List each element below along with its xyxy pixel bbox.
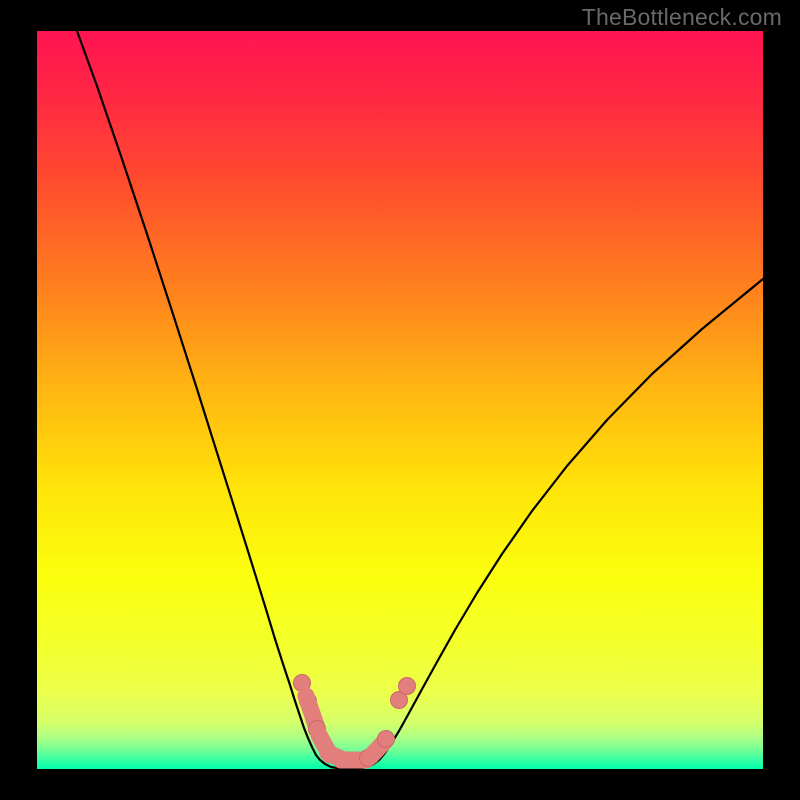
marker-cap: [333, 752, 350, 769]
marker-dot: [378, 731, 395, 748]
marker-dot: [399, 678, 416, 695]
marker-cap: [298, 688, 315, 705]
marker-cap: [363, 748, 380, 765]
chart-svg: [37, 31, 763, 769]
chart-background: [37, 31, 763, 769]
watermark-text: TheBottleneck.com: [582, 4, 782, 31]
chart-plot-area: [37, 31, 763, 769]
marker-cap: [311, 727, 328, 744]
